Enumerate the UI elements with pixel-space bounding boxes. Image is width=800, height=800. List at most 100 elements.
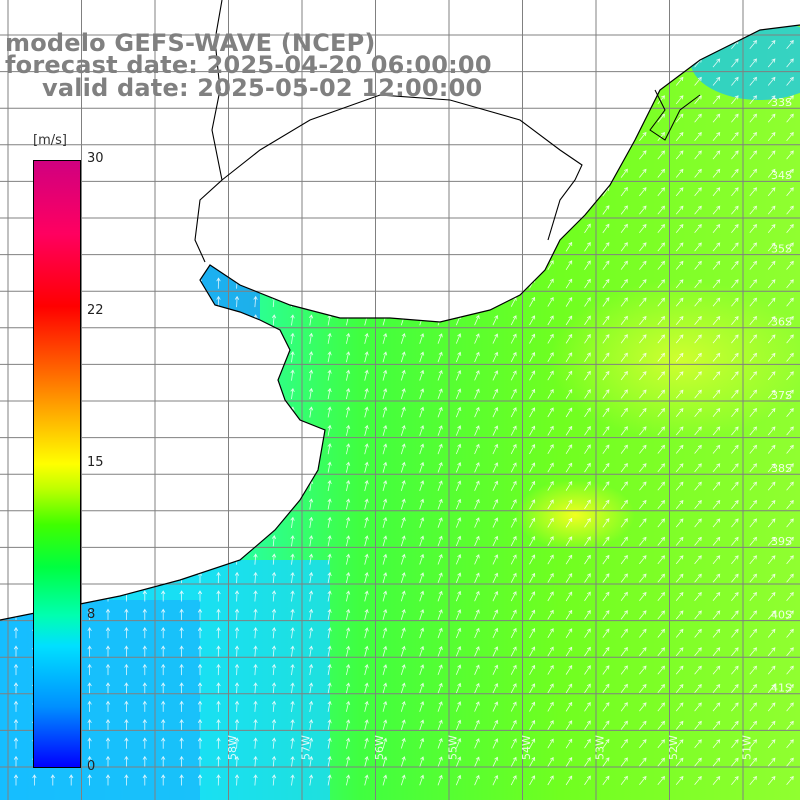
wind-arrow (474, 406, 480, 418)
wind-arrow (161, 571, 166, 584)
wind-arrow (584, 425, 591, 436)
wind-arrow (179, 516, 184, 528)
wind-arrow (620, 702, 628, 712)
wind-arrow (639, 223, 647, 233)
wind-arrow (142, 111, 147, 124)
wind-arrow (69, 130, 74, 142)
wind-arrow (749, 555, 757, 565)
wind-arrow (216, 645, 221, 657)
wind-arrow (620, 205, 628, 215)
wind-arrow (419, 351, 425, 363)
wind-arrow (712, 702, 721, 712)
wind-arrow (346, 682, 351, 694)
wind-arrow (253, 332, 258, 344)
wind-arrow (327, 203, 332, 216)
wind-arrow (786, 426, 794, 436)
wind-arrow (675, 389, 684, 399)
wind-arrow (767, 444, 776, 454)
wind-arrow (712, 573, 721, 583)
wind-arrow (786, 242, 794, 252)
wind-arrow (749, 352, 757, 362)
wind-arrow (584, 591, 591, 602)
wind-arrow (87, 369, 92, 381)
wind-arrow (234, 663, 240, 676)
wind-arrow (584, 297, 591, 307)
wind-arrow (510, 499, 517, 510)
wind-arrow (565, 517, 573, 528)
wind-arrow (346, 461, 351, 473)
wind-arrow (529, 517, 536, 528)
wind-arrow (675, 58, 684, 68)
wind-arrow (455, 664, 462, 675)
wind-arrow (364, 682, 369, 694)
wind-arrow (749, 610, 757, 620)
wind-arrow (510, 738, 517, 749)
wind-arrow (87, 627, 92, 639)
wind-arrow (382, 572, 388, 584)
wind-arrow (529, 425, 536, 436)
wind-arrow (565, 94, 573, 105)
wind-arrow (142, 369, 147, 381)
wind-arrow (712, 223, 721, 233)
wind-arrow (437, 351, 443, 363)
wind-arrow (327, 424, 332, 436)
wind-arrow (529, 131, 536, 142)
wind-arrow (492, 535, 499, 547)
wind-arrow (346, 737, 351, 749)
wind-arrow (639, 739, 647, 749)
wind-arrow (346, 516, 351, 528)
wind-arrow (547, 609, 554, 620)
wind-arrow (364, 332, 369, 344)
wind-arrow (216, 627, 221, 639)
wind-arrow (271, 719, 277, 731)
longitude-label: 55W (447, 735, 460, 760)
wind-arrow (786, 58, 794, 68)
wind-arrow (364, 240, 369, 252)
wind-arrow (657, 610, 665, 620)
wind-arrow (327, 111, 332, 124)
wind-arrow (529, 352, 536, 363)
wind-arrow (639, 444, 647, 454)
wind-arrow (639, 242, 647, 252)
wind-arrow (382, 406, 388, 418)
wind-arrow (253, 443, 258, 455)
wind-arrow (694, 683, 702, 693)
wind-arrow (87, 700, 92, 712)
wind-arrow (749, 426, 757, 436)
wind-arrow (492, 388, 499, 399)
wind-arrow (234, 424, 240, 436)
wind-arrow (437, 369, 443, 381)
wind-arrow (694, 536, 702, 546)
wind-arrow (419, 204, 425, 216)
wind-arrow (455, 277, 462, 289)
wind-arrow (179, 240, 184, 252)
wind-arrow (547, 444, 554, 455)
wind-arrow (620, 260, 628, 270)
wind-arrow (712, 205, 721, 215)
wind-arrow (234, 590, 240, 602)
wind-arrow (639, 334, 647, 344)
wind-arrow (675, 76, 684, 86)
wind-arrow (13, 111, 19, 124)
wind-arrow (179, 424, 184, 436)
wind-arrow (87, 479, 92, 492)
wind-arrow (364, 277, 369, 289)
wind-arrow (105, 571, 111, 584)
wind-arrow (179, 737, 184, 749)
wind-arrow (712, 168, 721, 178)
wind-arrow (529, 296, 536, 307)
wind-arrow (142, 516, 147, 528)
wind-arrow (492, 204, 499, 215)
wind-arrow (253, 719, 258, 731)
wind-arrow (731, 720, 739, 730)
wind-arrow (327, 774, 332, 786)
wind-arrow (400, 277, 406, 289)
wind-arrow (767, 187, 776, 197)
wind-arrow (197, 755, 203, 768)
wind-arrow (327, 590, 332, 602)
wind-arrow (657, 113, 665, 123)
wind-arrow (749, 58, 757, 68)
wind-arrow (142, 295, 147, 308)
wind-arrow (602, 573, 610, 583)
wind-arrow (216, 424, 221, 436)
